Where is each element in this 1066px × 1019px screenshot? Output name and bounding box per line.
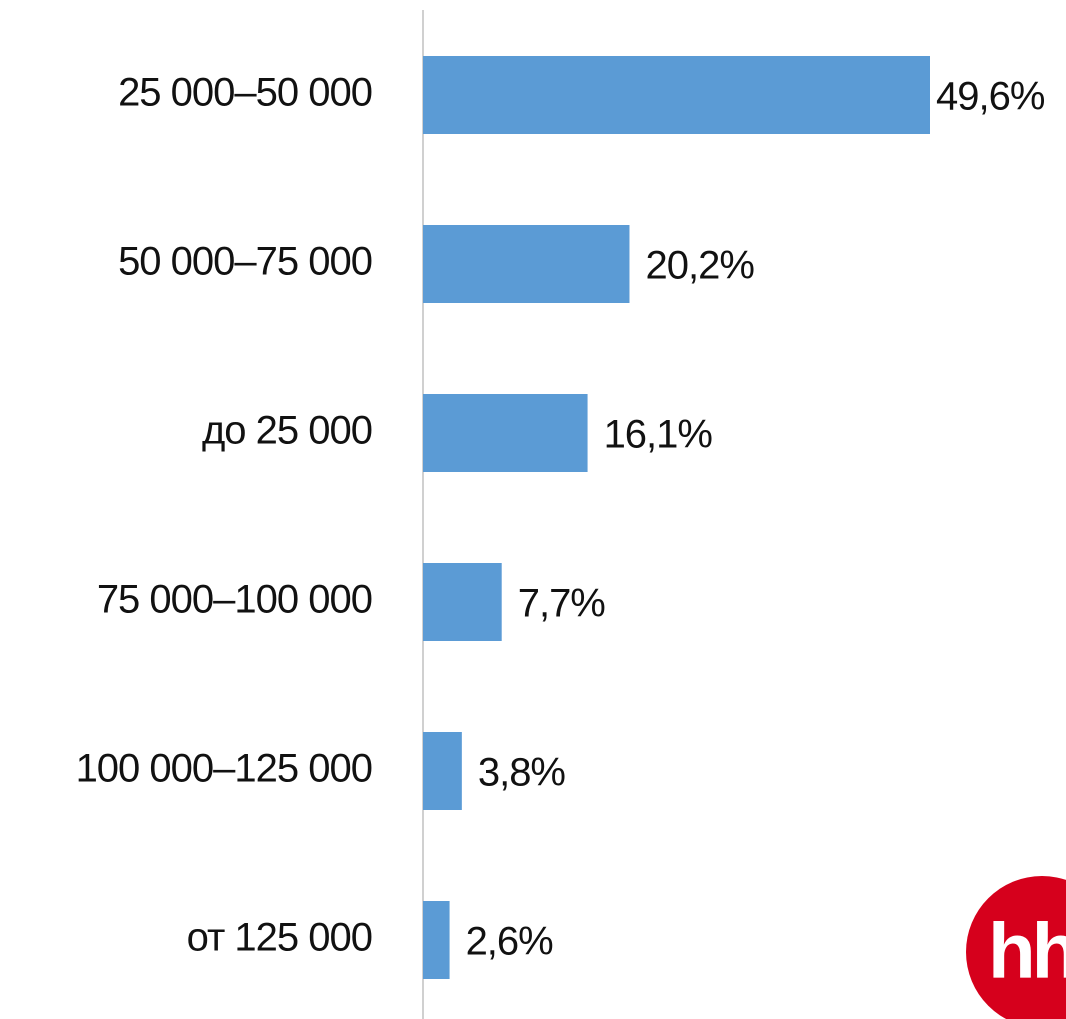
value-label: 49,6% xyxy=(936,75,1045,119)
value-label: 3,8% xyxy=(478,751,566,795)
value-label: 20,2% xyxy=(645,244,754,288)
category-label: 25 000–50 000 xyxy=(118,71,372,115)
value-label: 16,1% xyxy=(604,413,713,457)
logo-circle xyxy=(966,876,1066,1019)
value-label: 7,7% xyxy=(518,582,606,626)
bar xyxy=(423,901,450,979)
logo-text: hh xyxy=(988,907,1066,995)
bar xyxy=(423,732,462,810)
bar xyxy=(423,563,502,641)
category-label: от 125 000 xyxy=(187,916,372,960)
category-label: 100 000–125 000 xyxy=(76,747,372,791)
bar xyxy=(423,394,588,472)
category-label: 75 000–100 000 xyxy=(97,578,372,622)
category-label: 50 000–75 000 xyxy=(118,240,372,284)
bar xyxy=(423,56,930,134)
value-label: 2,6% xyxy=(466,920,554,964)
bar xyxy=(423,225,630,303)
category-label: до 25 000 xyxy=(202,409,372,453)
